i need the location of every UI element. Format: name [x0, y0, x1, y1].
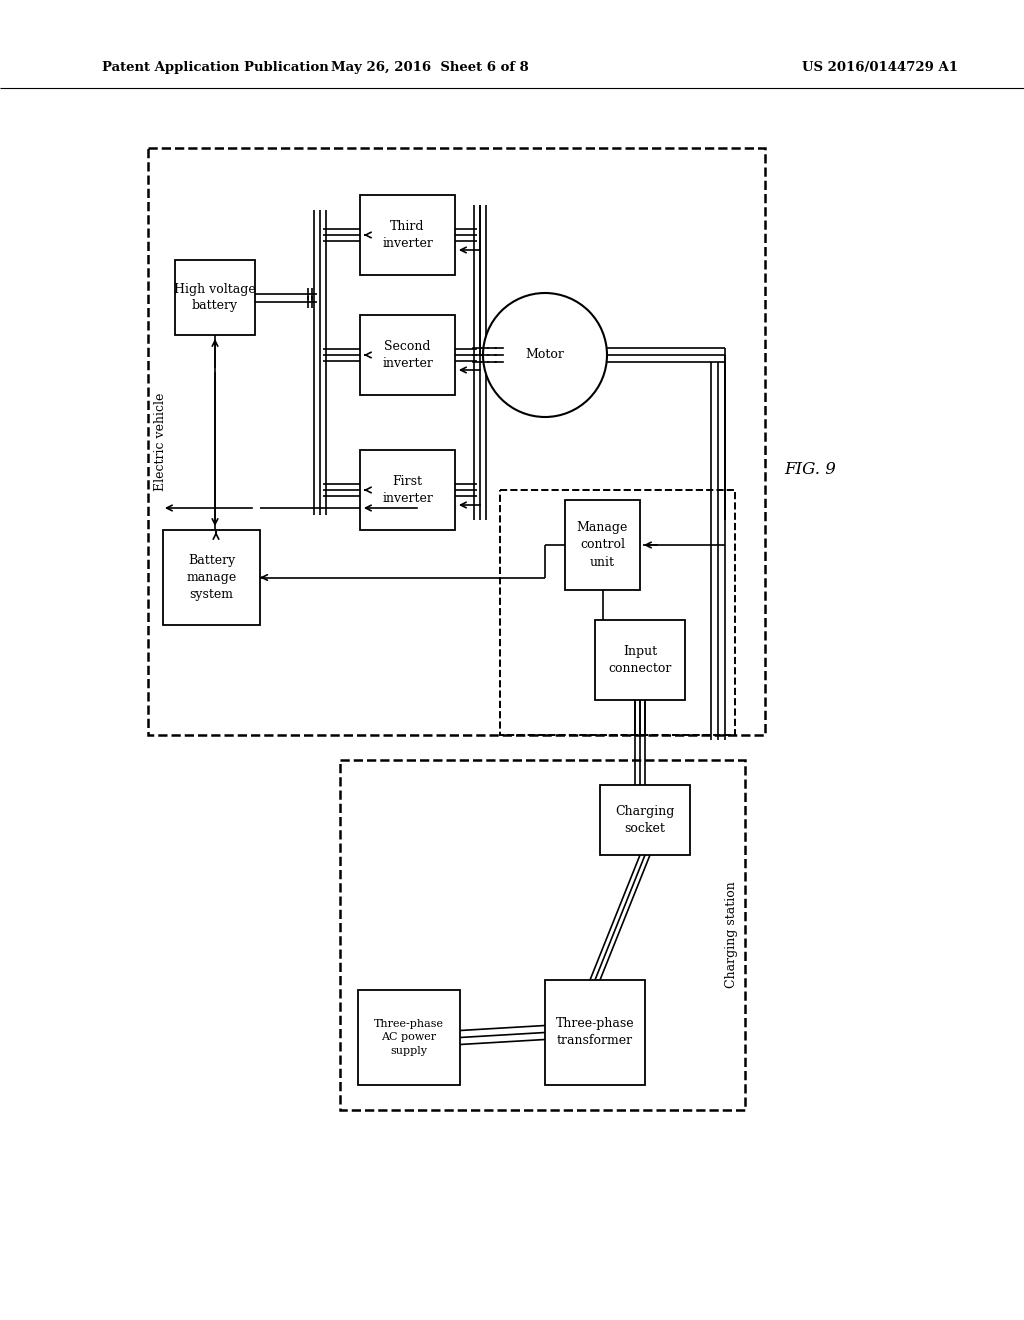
Text: May 26, 2016  Sheet 6 of 8: May 26, 2016 Sheet 6 of 8 [331, 62, 528, 74]
Text: Manage
control
unit: Manage control unit [577, 521, 628, 569]
Bar [340, 760, 745, 1110]
Text: First
inverter: First inverter [382, 475, 433, 506]
Bar [595, 620, 685, 700]
Text: Input
connector: Input connector [608, 645, 672, 675]
Bar [175, 260, 255, 335]
Bar [148, 148, 765, 735]
Text: Motor: Motor [525, 348, 564, 362]
Bar [500, 490, 735, 735]
Bar [545, 979, 645, 1085]
Bar [360, 315, 455, 395]
Text: Battery
manage
system: Battery manage system [186, 554, 237, 601]
Text: Second
inverter: Second inverter [382, 341, 433, 370]
Bar [565, 500, 640, 590]
Bar [163, 531, 260, 624]
Text: FIG. 9: FIG. 9 [784, 462, 836, 479]
Text: Three-phase
transformer: Three-phase transformer [556, 1018, 634, 1048]
Bar [360, 450, 455, 531]
Text: Charging station: Charging station [725, 882, 738, 989]
Text: US 2016/0144729 A1: US 2016/0144729 A1 [802, 62, 958, 74]
Text: Three-phase
AC power
supply: Three-phase AC power supply [374, 1019, 444, 1056]
Text: Electric vehicle: Electric vehicle [155, 392, 168, 491]
Bar [600, 785, 690, 855]
Bar [358, 990, 460, 1085]
Text: Charging
socket: Charging socket [615, 805, 675, 836]
Text: Third
inverter: Third inverter [382, 220, 433, 249]
Text: High voltage
battery: High voltage battery [174, 282, 256, 313]
Circle shape [483, 293, 607, 417]
Text: Patent Application Publication: Patent Application Publication [102, 62, 329, 74]
Bar [360, 195, 455, 275]
